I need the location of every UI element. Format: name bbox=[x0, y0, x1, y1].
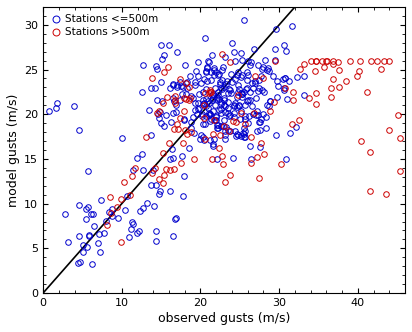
X-axis label: observed gusts (m/s): observed gusts (m/s) bbox=[158, 312, 290, 325]
Stations <=500m bbox=[281, 86, 286, 90]
Stations >500m bbox=[306, 96, 311, 100]
Stations <=500m bbox=[89, 262, 94, 266]
Stations <=500m bbox=[212, 73, 217, 77]
Stations <=500m bbox=[212, 66, 217, 70]
Stations <=500m bbox=[215, 95, 220, 99]
Stations >500m bbox=[118, 240, 123, 244]
Legend: Stations <=500m, Stations >500m: Stations <=500m, Stations >500m bbox=[48, 12, 160, 40]
Line: Stations >500m: Stations >500m bbox=[105, 51, 403, 245]
Stations >500m bbox=[314, 103, 319, 107]
Stations >500m bbox=[398, 136, 403, 140]
Stations >500m bbox=[355, 74, 360, 78]
Line: Stations <=500m: Stations <=500m bbox=[46, 17, 307, 267]
Stations >500m bbox=[278, 162, 283, 166]
Stations <=500m bbox=[235, 73, 240, 77]
Stations >500m bbox=[220, 52, 225, 56]
Stations >500m bbox=[328, 95, 333, 99]
Stations >500m bbox=[368, 150, 373, 154]
Stations <=500m bbox=[76, 261, 81, 265]
Y-axis label: model gusts (m/s): model gusts (m/s) bbox=[7, 93, 20, 207]
Stations >500m bbox=[395, 113, 400, 117]
Stations <=500m bbox=[157, 192, 162, 196]
Stations <=500m bbox=[54, 101, 59, 105]
Stations <=500m bbox=[241, 18, 246, 22]
